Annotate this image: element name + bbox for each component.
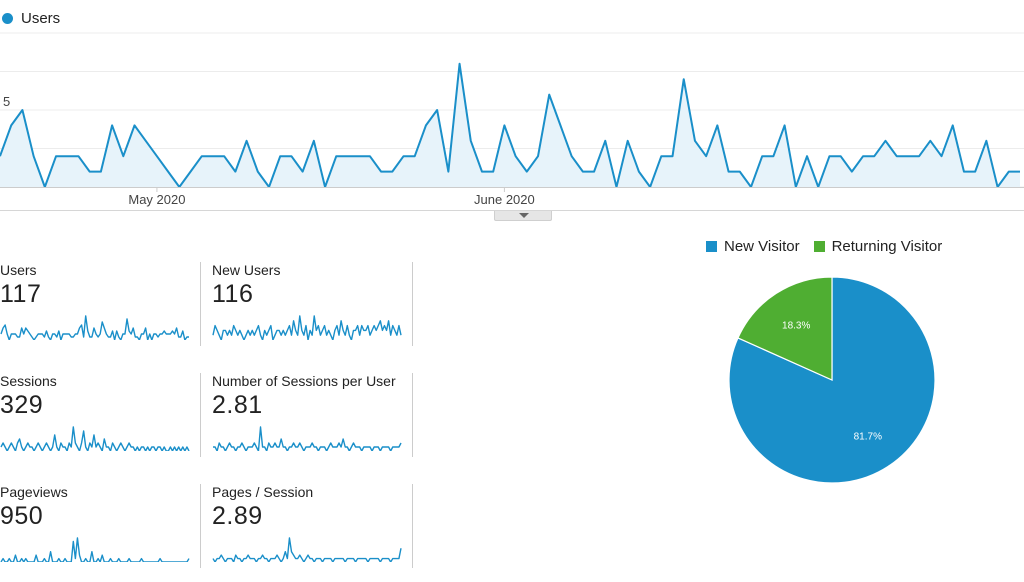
metric-divider bbox=[412, 484, 413, 568]
metric-sessions-per-user: Number of Sessions per User 2.81 bbox=[212, 373, 412, 469]
y-tick-label: 5 bbox=[3, 94, 10, 109]
metric-sessions: Sessions 329 bbox=[0, 373, 200, 469]
metric-divider bbox=[200, 262, 201, 346]
metric-users: Users 117 bbox=[0, 262, 200, 358]
metric-divider bbox=[412, 373, 413, 457]
metric-label: Pageviews bbox=[0, 484, 68, 500]
users-legend-dot-icon bbox=[2, 12, 13, 24]
sparkline-path bbox=[0, 537, 190, 562]
users-line-chart: 5 10 May 2020 June 2020 bbox=[0, 30, 1024, 211]
legend-label: Returning Visitor bbox=[831, 238, 943, 255]
metric-sparkline bbox=[0, 537, 190, 562]
sparkline-path bbox=[213, 426, 402, 451]
pie-chart-legend: New Visitor Returning Visitor bbox=[706, 238, 956, 255]
metric-pageviews: Pageviews 950 bbox=[0, 484, 200, 580]
x-tick-label: May 2020 bbox=[128, 192, 185, 207]
metric-value: 950 bbox=[0, 502, 44, 530]
metric-divider bbox=[200, 484, 201, 568]
returning-visitor-swatch-icon bbox=[813, 241, 825, 252]
sparkline-path bbox=[212, 315, 402, 340]
legend-label: New Visitor bbox=[724, 238, 800, 255]
metric-divider bbox=[200, 373, 201, 457]
x-tick-label: June 2020 bbox=[474, 192, 535, 207]
pie-slice-new-visitor[interactable] bbox=[728, 276, 936, 484]
metric-pages-per-session: Pages / Session 2.89 bbox=[212, 484, 412, 580]
pie-slice-label: 18.3% bbox=[782, 321, 810, 332]
pie-slice-label: 81.7% bbox=[854, 431, 882, 442]
metric-label: Sessions bbox=[0, 373, 57, 389]
metric-value: 116 bbox=[212, 280, 254, 308]
metric-label: Pages / Session bbox=[212, 484, 314, 500]
metric-label: Number of Sessions per User bbox=[212, 373, 396, 389]
line-chart-legend: Users bbox=[0, 8, 60, 28]
metric-sparkline bbox=[212, 315, 402, 340]
metric-label: Users bbox=[0, 262, 37, 278]
metric-sparkline bbox=[212, 537, 402, 562]
metric-sparkline bbox=[0, 426, 190, 451]
sparkline-path bbox=[0, 315, 189, 340]
metric-sparkline bbox=[0, 315, 189, 340]
chart-expand-toggle[interactable] bbox=[494, 211, 552, 221]
metric-value: 329 bbox=[0, 391, 44, 419]
new-visitor-swatch-icon bbox=[706, 241, 717, 252]
sparkline-path bbox=[0, 426, 190, 451]
legend-item-returning-visitor[interactable]: Returning Visitor bbox=[813, 238, 943, 255]
y-tick-label: 10 bbox=[3, 30, 17, 32]
pie-slice-returning-visitor[interactable] bbox=[737, 276, 833, 381]
metric-value: 2.81 bbox=[212, 391, 263, 419]
users-series-line bbox=[0, 62, 1020, 188]
users-area-fill bbox=[0, 63, 1020, 187]
legend-item-new-visitor[interactable]: New Visitor bbox=[706, 238, 800, 255]
visitor-pie-chart: 81.7% 18.3% bbox=[728, 276, 936, 484]
sparkline-path bbox=[212, 537, 402, 562]
metric-value: 117 bbox=[0, 280, 42, 308]
metric-new-users: New Users 116 bbox=[212, 262, 412, 358]
metric-value: 2.89 bbox=[212, 502, 263, 530]
metric-label: New Users bbox=[212, 262, 281, 278]
users-legend-label: Users bbox=[21, 9, 61, 27]
metric-divider bbox=[412, 262, 413, 346]
chevron-down-icon bbox=[519, 213, 529, 218]
metric-sparkline bbox=[213, 426, 402, 451]
